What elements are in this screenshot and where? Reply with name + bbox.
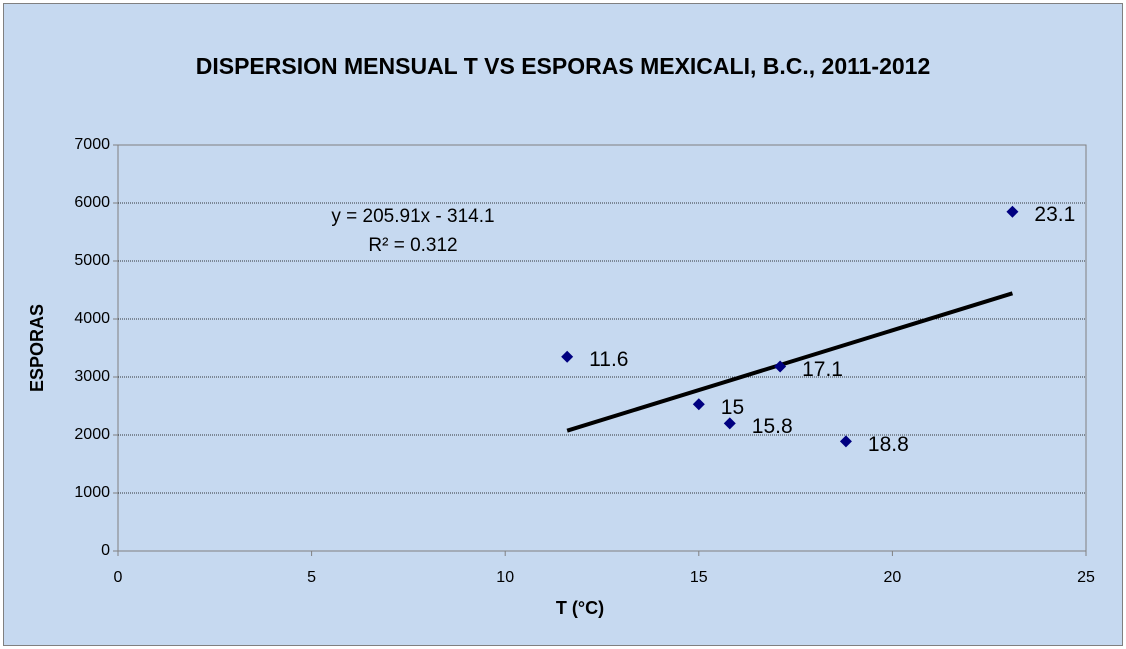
chart-title: DISPERSION MENSUAL T VS ESPORAS MEXICALI… xyxy=(195,53,931,79)
y-tick-label: 7000 xyxy=(74,136,110,153)
x-axis-label: T (°C) xyxy=(556,598,604,618)
trendline xyxy=(566,291,1014,433)
r-squared: R² = 0.312 xyxy=(368,235,457,256)
x-tick-label: 0 xyxy=(114,569,123,586)
plot-area xyxy=(117,144,1087,552)
data-label: 17.1 xyxy=(802,358,843,381)
data-label: 15 xyxy=(721,396,744,419)
y-tick-label: 2000 xyxy=(74,426,110,443)
y-tick-label: 4000 xyxy=(74,310,110,327)
data-label: 11.6 xyxy=(589,348,628,371)
y-axis-label: ESPORAS xyxy=(27,304,47,392)
point xyxy=(561,350,574,363)
x-tick-label: 20 xyxy=(884,569,902,586)
trend-equation: y = 205.91x - 314.1 xyxy=(331,206,494,227)
y-tick-label: 3000 xyxy=(74,368,110,385)
data-label: 18.8 xyxy=(868,433,909,456)
x-tick-label: 15 xyxy=(690,569,708,586)
x-tick-label: 10 xyxy=(496,569,514,586)
x-tick-label: 25 xyxy=(1077,569,1095,586)
data-label: 23.1 xyxy=(1034,203,1075,226)
y-tick-label: 5000 xyxy=(74,252,110,269)
y-tick-label: 6000 xyxy=(74,194,110,211)
y-tick-label: 1000 xyxy=(74,484,110,501)
x-tick-label: 5 xyxy=(307,569,316,586)
point xyxy=(1006,205,1019,218)
data-label: 15.8 xyxy=(752,415,793,438)
y-tick-label: 0 xyxy=(101,542,110,559)
point xyxy=(774,360,787,373)
point xyxy=(839,435,852,448)
point xyxy=(692,398,705,411)
point xyxy=(723,417,736,430)
